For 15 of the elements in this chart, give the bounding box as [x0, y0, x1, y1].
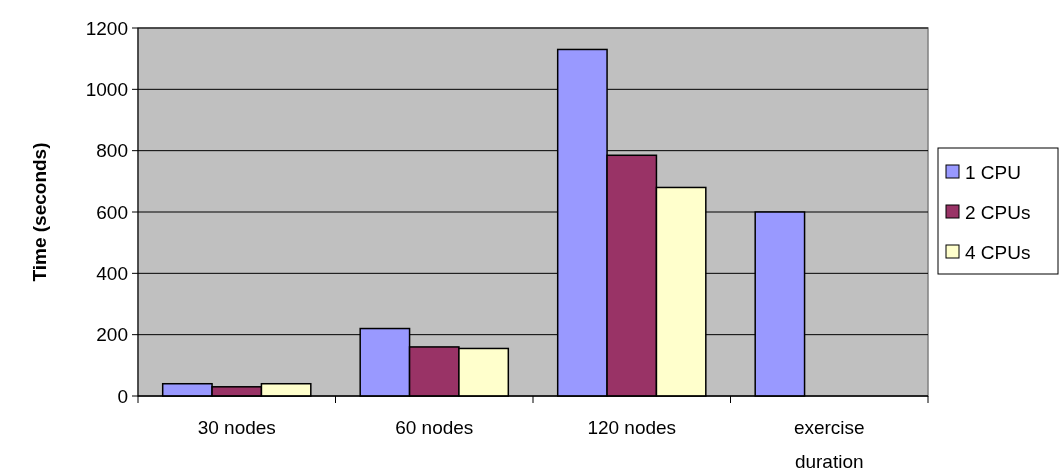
y-tick-label: 0	[117, 385, 128, 407]
y-axis-title: Time (seconds)	[29, 142, 50, 282]
legend-label: 4 CPUs	[965, 241, 1031, 263]
x-tick-label: 120 nodes	[587, 417, 677, 438]
x-tick-label: 60 nodes	[395, 417, 474, 438]
y-tick-label: 1000	[85, 78, 128, 100]
y-tick-label: 1200	[85, 17, 128, 39]
y-tick-label: 400	[96, 262, 128, 284]
y-tick-label: 200	[96, 324, 128, 346]
x-tick-label: 30 nodes	[197, 417, 276, 438]
legend-label: 1 CPU	[965, 161, 1021, 183]
y-tick-label: 800	[96, 140, 128, 162]
x-tick-label: exercise duration	[793, 417, 865, 470]
y-tick-label: 600	[96, 201, 128, 223]
legend-label: 2 CPUs	[965, 201, 1031, 223]
